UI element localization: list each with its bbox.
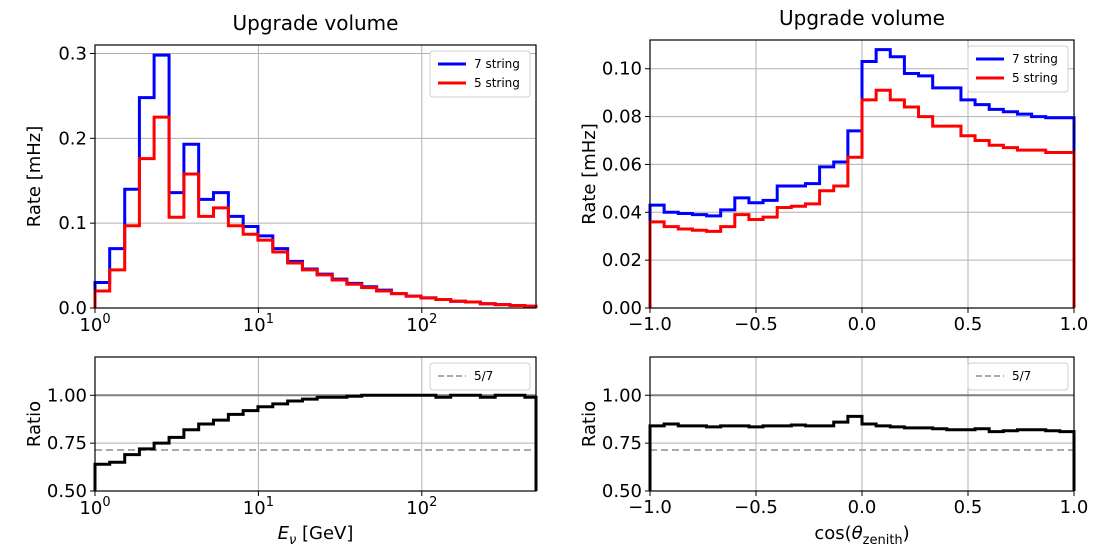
x-axis-label-part: ): [903, 523, 910, 544]
x-axis-label: Eν [GeV]: [278, 523, 354, 548]
y-tick-label: 0.50: [47, 481, 87, 502]
x-tick-label: 100: [79, 312, 110, 336]
tick-base: 10: [243, 315, 266, 336]
y-tick-label: 0.02: [602, 250, 642, 271]
axes-frame: [94, 44, 537, 309]
x-tick-label: 0.5: [954, 497, 983, 518]
y-tick-label: 0.10: [602, 59, 642, 80]
tick-exponent: 0: [102, 312, 110, 327]
y-tick-label: 0.75: [602, 433, 642, 454]
x-tick-label: −1.0: [628, 314, 672, 335]
x-tick-label: 1.0: [1060, 497, 1089, 518]
x-tick-label: 0.0: [848, 497, 877, 518]
y-tick-label: 0.00: [602, 298, 642, 319]
series-line-2: [93, 115, 538, 308]
x-tick-label: 0.0: [848, 314, 877, 335]
tick-base: 10: [79, 498, 102, 519]
legend-label: 5/7: [474, 369, 493, 383]
x-tick-label: 100: [79, 495, 110, 519]
y-tick-label: 0.2: [58, 128, 87, 149]
legend-box: [429, 362, 531, 391]
axes-frame: [94, 356, 537, 492]
legend-label: 5 string: [474, 76, 520, 90]
x-tick-label: 1.0: [1060, 314, 1089, 335]
x-axis-label-part: ν: [289, 533, 296, 548]
y-tick-label: 0.04: [602, 202, 642, 223]
x-tick-label: −1.0: [628, 497, 672, 518]
zenith-ratio-panel: 0.50 0.75 1.00 −1.0 −0.5 0.0 0.5 1.0 Ratio cos(θz…: [579, 356, 1089, 548]
y-tick-label: 0.06: [602, 154, 642, 175]
y-axis-label: Ratio: [579, 401, 600, 447]
tick-base: 10: [243, 498, 266, 519]
y-axis-label: Rate [mHz]: [579, 123, 600, 225]
tick-base: 10: [79, 315, 102, 336]
x-tick-label: 101: [243, 312, 274, 336]
y-axis-label: Rate [mHz]: [24, 126, 45, 228]
legend-label: 7 string: [1012, 52, 1058, 66]
y-tick-label: 1.00: [47, 385, 87, 406]
tick-exponent: 0: [102, 495, 110, 510]
tick-base: 10: [406, 315, 429, 336]
series-line-1: [648, 414, 1076, 491]
panel-title: Upgrade volume: [233, 11, 399, 35]
x-tick-label: −0.5: [734, 314, 778, 335]
zenith-rate-panel: 0.00 0.02 0.04 0.06 0.08 0.10 −1.0 −0.5 0.0 0.5 1.…: [579, 6, 1088, 335]
tick-base: 10: [406, 498, 429, 519]
x-axis-label-part: zenith: [863, 533, 903, 548]
x-tick-label: 102: [406, 495, 437, 519]
x-axis-label-part: [GeV]: [296, 523, 353, 544]
legend-label: 5 string: [1012, 71, 1058, 85]
x-tick-label: 0.5: [954, 314, 983, 335]
series-line-1: [93, 393, 538, 491]
tick-exponent: 2: [429, 495, 437, 510]
y-tick-label: 0.3: [58, 43, 87, 64]
legend-label: 7 string: [474, 57, 520, 71]
y-tick-label: 1.00: [602, 385, 642, 406]
x-axis-label-part: E: [278, 523, 290, 544]
x-axis-label-part: θ: [852, 523, 863, 544]
x-axis-label-part: cos(: [814, 523, 851, 544]
y-axis-label: Ratio: [24, 401, 45, 447]
tick-exponent: 1: [266, 312, 274, 327]
x-tick-label: 101: [243, 495, 274, 519]
y-tick-label: 0.75: [47, 433, 87, 454]
y-tick-label: 0.50: [602, 481, 642, 502]
tick-exponent: 1: [266, 495, 274, 510]
legend-label: 5/7: [1012, 369, 1031, 383]
tick-exponent: 2: [429, 312, 437, 327]
x-axis-label: cos(θzenith): [814, 523, 909, 548]
x-tick-label: −0.5: [734, 497, 778, 518]
y-tick-label: 0.0: [58, 298, 87, 319]
panel-title: Upgrade volume: [779, 6, 945, 30]
series-line-2: [648, 88, 1076, 308]
y-tick-label: 0.08: [602, 107, 642, 128]
y-tick-label: 0.1: [58, 213, 87, 234]
legend-box: [967, 362, 1069, 391]
x-tick-label: 102: [406, 312, 437, 336]
